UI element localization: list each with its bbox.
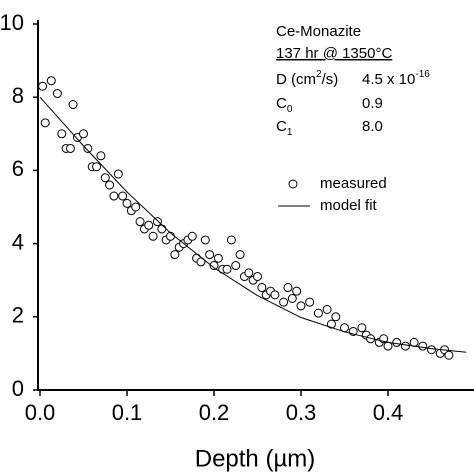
data-point	[418, 341, 428, 351]
data-point	[57, 129, 67, 139]
y-tick-label: 4	[12, 229, 24, 254]
conditions-label: 137 hr @ 1350°C	[276, 45, 392, 62]
data-point	[444, 350, 454, 360]
data-point	[92, 162, 102, 172]
x-tick-label: 0.3	[286, 400, 317, 425]
d-value-part: 4.5 x 10	[362, 71, 415, 88]
d-label-part: /s)	[322, 71, 339, 88]
c0-label-part: C	[276, 95, 287, 112]
y-tick-label: 0	[12, 376, 24, 401]
data-point	[118, 191, 128, 201]
data-point	[331, 312, 341, 322]
data-point	[46, 76, 56, 86]
data-point	[100, 173, 110, 183]
data-point	[222, 264, 232, 274]
data-point	[400, 341, 410, 351]
data-point	[409, 337, 419, 347]
data-point	[279, 297, 289, 307]
data-point	[109, 191, 119, 201]
data-point	[296, 301, 306, 311]
data-point	[322, 304, 332, 314]
data-point	[79, 129, 88, 139]
data-point	[83, 143, 93, 153]
c0-value: 0.9	[362, 95, 383, 112]
d-label: D (cm2/s)	[276, 69, 338, 88]
data-point	[257, 283, 267, 293]
data-point	[148, 231, 158, 241]
data-point	[38, 81, 48, 91]
legend-label: measured	[320, 175, 387, 192]
model-fit-line	[39, 96, 467, 353]
data-point	[144, 220, 154, 230]
data-point	[326, 319, 336, 329]
data-point	[209, 261, 219, 271]
data-point	[152, 217, 162, 227]
data-point	[226, 235, 236, 245]
sample-label: Ce-Monazite	[276, 23, 361, 40]
data-point	[292, 286, 302, 296]
y-tick-label: 2	[12, 303, 24, 328]
d-label-part: D (cm	[276, 71, 316, 88]
y-tick-label: 10	[0, 10, 24, 35]
x-tick-label: 0.2	[199, 400, 230, 425]
data-point	[122, 198, 132, 208]
c0-label-sub: 0	[287, 104, 293, 115]
data-point	[392, 337, 402, 347]
c1-value: 8.0	[362, 118, 383, 135]
data-point	[283, 283, 293, 293]
data-point	[270, 290, 280, 300]
data-point	[205, 250, 215, 260]
data-point	[305, 297, 315, 307]
c1-label-sub: 1	[287, 127, 293, 138]
data-point	[235, 250, 245, 260]
data-point	[170, 250, 180, 260]
c1-label: C1	[276, 118, 293, 138]
data-point	[113, 169, 123, 179]
c0-label: C0	[276, 95, 293, 115]
y-tick-label: 8	[12, 83, 24, 108]
y-tick-label: 6	[12, 156, 24, 181]
data-point	[105, 180, 115, 190]
d-label-sup: 2	[316, 69, 322, 80]
legend-label: model fit	[320, 197, 378, 214]
data-point	[253, 272, 262, 282]
x-tick-label: 0.1	[112, 400, 143, 425]
data-point	[244, 268, 254, 278]
legend-symbol	[288, 179, 298, 189]
data-point	[213, 253, 223, 263]
data-point	[96, 151, 106, 161]
data-point	[135, 217, 145, 227]
data-point	[427, 345, 436, 355]
x-axis-label: Depth (µm)	[195, 445, 316, 472]
data-point	[40, 118, 50, 128]
data-point	[68, 100, 78, 110]
data-point	[357, 323, 367, 333]
data-point	[131, 202, 141, 212]
data-point	[65, 143, 75, 153]
data-point	[231, 261, 241, 271]
c1-label-part: C	[276, 118, 287, 135]
data-point	[52, 89, 62, 99]
data-point	[200, 235, 210, 245]
data-point	[157, 224, 167, 234]
x-tick-label: 0.4	[373, 400, 404, 425]
data-point	[287, 294, 297, 303]
x-tick-label: 0.0	[25, 400, 56, 425]
data-point	[187, 231, 197, 241]
d-value-sup: -16	[415, 69, 430, 80]
d-value: 4.5 x 10-16	[362, 69, 430, 88]
data-point	[313, 308, 323, 318]
